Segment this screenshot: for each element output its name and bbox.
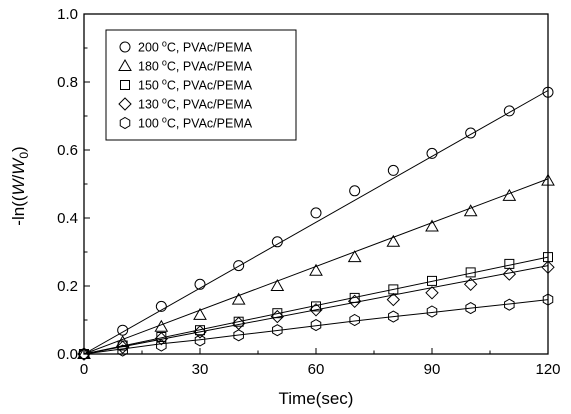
y-tick-label: 1.0 xyxy=(57,6,78,23)
legend-marker-2 xyxy=(120,80,130,90)
legend-label-1: 180 oC, PVAc/PEMA xyxy=(138,58,253,74)
data-point-series-4-4 xyxy=(233,329,244,342)
data-point-series-4-5 xyxy=(272,324,283,337)
data-point-series-2-5 xyxy=(272,308,283,319)
data-point-series-4-11 xyxy=(504,298,515,311)
data-point-series-1-4 xyxy=(231,292,246,305)
legend-label-2: 150 oC, PVAc/PEMA xyxy=(138,77,253,93)
legend-label-rest: C, PVAc/PEMA xyxy=(167,98,253,112)
data-point-series-3-3 xyxy=(193,325,207,339)
legend-label-temp: 130 xyxy=(138,98,159,112)
x-tick-label: 120 xyxy=(535,361,560,378)
data-point-series-4-7 xyxy=(349,313,360,327)
data-point-series-3-1 xyxy=(115,340,130,354)
x-tick-label: 90 xyxy=(424,361,441,378)
y-tick-label: 0.6 xyxy=(57,142,78,159)
legend-label-rest: C, PVAc/PEMA xyxy=(167,60,253,74)
data-point-series-1-7 xyxy=(347,250,362,263)
y-tick-label: 0.8 xyxy=(57,74,78,91)
legend-label-degree: o xyxy=(162,58,167,68)
data-point-series-1-11 xyxy=(502,188,517,201)
x-tick-label: 0 xyxy=(80,361,88,378)
data-point-series-0-8 xyxy=(387,164,399,176)
legend-label-3: 130 oC, PVAc/PEMA xyxy=(138,96,253,112)
fit-line-series-4 xyxy=(83,299,549,355)
data-point-series-1-3 xyxy=(193,307,207,320)
data-point-series-4-9 xyxy=(426,305,438,318)
data-point-series-3-11 xyxy=(502,267,517,281)
legend-label-temp: 200 xyxy=(138,41,159,55)
legend-label-rest: C, PVAc/PEMA xyxy=(167,41,253,55)
data-point-series-2-10 xyxy=(465,267,476,278)
legend-marker-1 xyxy=(118,58,132,71)
fit-line-series-2 xyxy=(83,256,549,355)
data-point-series-0-3 xyxy=(194,278,206,290)
data-point-series-0-10 xyxy=(465,127,477,139)
fit-line-series-0 xyxy=(83,90,549,355)
legend-label-degree: o xyxy=(162,115,167,125)
legend-label-0: 200 oC, PVAc/PEMA xyxy=(138,39,253,55)
legend-box xyxy=(105,29,297,141)
legend-marker-3 xyxy=(118,97,132,111)
data-point-series-1-6 xyxy=(309,263,323,276)
legend-label-rest: C, PVAc/PEMA xyxy=(167,79,253,93)
axes: 0 30 60 90 120 0.0 0.2 0.4 0.6 0.8 1.0 xyxy=(57,6,560,378)
data-point-series-3-5 xyxy=(270,309,285,324)
data-point-series-1-8 xyxy=(386,234,401,247)
x-tick-label: 60 xyxy=(308,361,325,378)
data-point-series-4-6 xyxy=(310,319,322,332)
data-point-series-0-5 xyxy=(271,236,283,248)
legend-label-4: 100 oC, PVAc/PEMA xyxy=(138,115,253,131)
legend-marker-0 xyxy=(119,41,131,53)
data-point-series-1-10 xyxy=(463,204,478,217)
y-tick-label: 0.0 xyxy=(57,346,78,363)
legend-marker-4 xyxy=(119,116,131,130)
y-tick-label: 0.2 xyxy=(57,278,78,295)
data-point-series-4-10 xyxy=(465,302,476,315)
legend-label-temp: 180 xyxy=(138,60,159,74)
data-point-series-4-0 xyxy=(78,347,90,361)
data-point-series-0-2 xyxy=(155,300,167,312)
x-axis-label: Time(sec) xyxy=(279,389,354,408)
data-point-series-2-9 xyxy=(427,275,437,286)
legend-label-degree: o xyxy=(162,77,167,87)
data-point-series-4-8 xyxy=(388,310,399,323)
data-point-series-2-6 xyxy=(311,301,321,312)
y-axis-label: -ln((W/W0) xyxy=(9,146,31,225)
data-point-series-1-2 xyxy=(154,319,169,332)
fit-line-series-1 xyxy=(83,178,549,355)
legend-label-temp: 150 xyxy=(138,79,159,93)
data-point-series-4-2 xyxy=(156,339,167,352)
data-point-series-3-9 xyxy=(425,286,439,300)
x-tick-label: 30 xyxy=(192,361,209,378)
y-tick-label: 0.4 xyxy=(57,210,78,227)
data-point-series-0-9 xyxy=(426,147,438,159)
data-point-series-1-5 xyxy=(270,278,285,291)
plot-area xyxy=(77,86,555,361)
data-point-series-3-6 xyxy=(309,303,323,317)
legend-label-temp: 100 xyxy=(138,117,159,131)
legend-label-degree: o xyxy=(162,96,167,106)
fit-line-series-3 xyxy=(83,265,549,355)
data-point-series-4-1 xyxy=(117,344,128,357)
data-point-series-0-6 xyxy=(310,207,322,219)
data-point-series-3-10 xyxy=(463,277,478,292)
data-point-series-3-8 xyxy=(386,292,401,307)
legend-label-rest: C, PVAc/PEMA xyxy=(167,117,253,131)
data-point-series-3-7 xyxy=(347,294,362,309)
data-point-series-4-3 xyxy=(194,334,206,347)
data-point-series-0-7 xyxy=(349,185,361,197)
legend-label-degree: o xyxy=(162,39,167,49)
data-point-series-0-11 xyxy=(503,105,515,117)
data-point-series-0-4 xyxy=(233,260,245,272)
data-point-series-2-11 xyxy=(504,258,515,269)
data-point-series-3-2 xyxy=(154,331,169,346)
data-point-series-1-9 xyxy=(425,219,439,232)
